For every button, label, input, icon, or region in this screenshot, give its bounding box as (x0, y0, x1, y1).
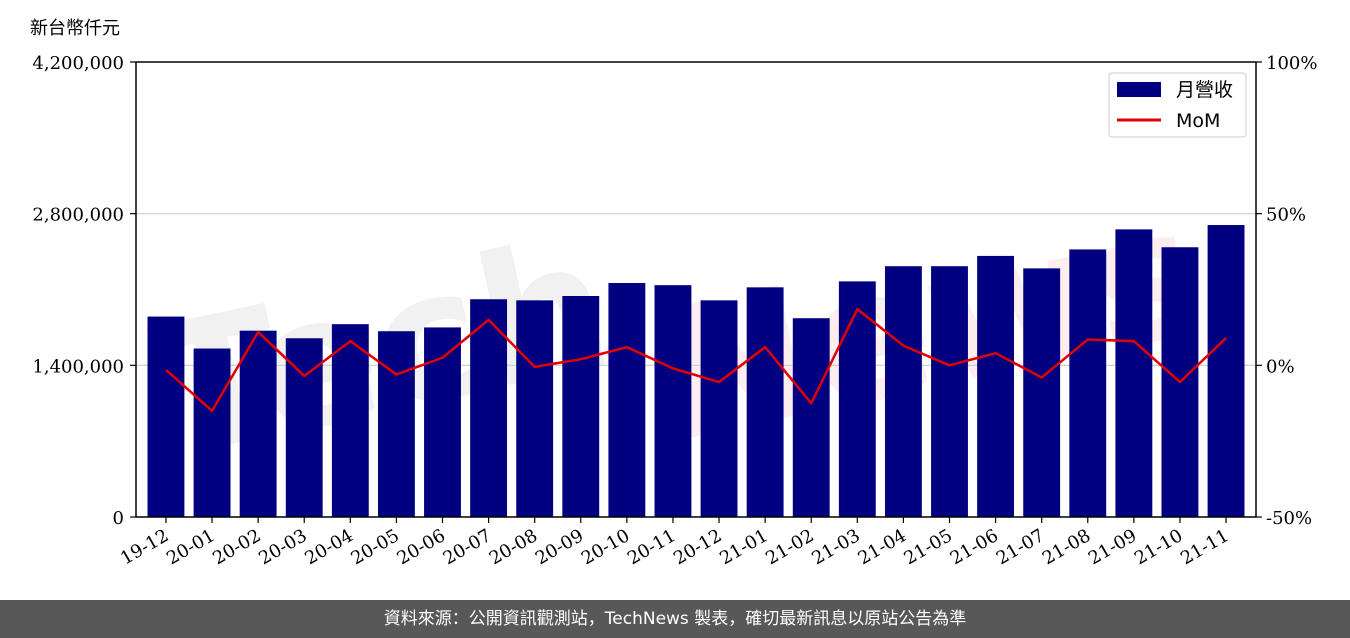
x-tick-label: 20-02 (209, 525, 264, 569)
bar-series (147, 225, 1245, 517)
x-tick-label: 20-01 (163, 525, 218, 569)
x-tick-label: 20-06 (394, 525, 449, 569)
revenue-bar (931, 266, 968, 517)
x-tick-label: 21-01 (716, 525, 771, 569)
x-tick-label: 21-11 (1177, 525, 1232, 569)
mom-line (165, 307, 1227, 413)
x-tick-label: 19-12 (117, 525, 172, 569)
x-tick-label: 20-09 (532, 525, 587, 569)
left-tick-label: 0 (113, 508, 124, 529)
legend-label-mom: MoM (1176, 110, 1220, 132)
x-tick-label: 20-03 (255, 525, 310, 569)
left-tick-label: 1,400,000 (32, 356, 124, 377)
x-tick-label: 20-11 (624, 525, 679, 569)
revenue-bar (562, 296, 600, 517)
right-axis: -50% 0% 50% 100% (1256, 53, 1317, 529)
x-tick-label: 20-07 (440, 525, 495, 569)
x-tick-label: 21-07 (993, 525, 1048, 569)
revenue-bar (1207, 225, 1245, 517)
revenue-bar (193, 348, 231, 517)
revenue-bar (746, 287, 784, 517)
revenue-bar (977, 255, 1015, 517)
left-tick-label: 2,800,000 (32, 205, 124, 226)
plot-frame (135, 61, 1257, 518)
left-tick-label: 4,200,000 (32, 53, 124, 74)
revenue-bar (700, 300, 738, 517)
x-tick-label: 21-02 (762, 525, 817, 569)
revenue-bar (884, 266, 922, 517)
x-tick-label: 21-09 (1085, 525, 1140, 569)
revenue-bar (470, 299, 508, 517)
revenue-bar (608, 283, 646, 517)
x-axis: 19-1220-0120-0220-0320-0420-0520-0620-07… (117, 517, 1233, 569)
revenue-bar (838, 281, 876, 517)
legend-bar-swatch (1117, 82, 1161, 97)
line-series (165, 307, 1227, 413)
x-tick-label: 21-08 (1039, 525, 1094, 569)
x-tick-label: 20-04 (301, 525, 356, 569)
left-axis: 0 1,400,000 2,800,000 4,200,000 (32, 53, 136, 529)
revenue-bar (331, 324, 369, 517)
x-tick-label: 21-03 (808, 525, 863, 569)
x-tick-label: 21-05 (901, 525, 956, 569)
x-tick-label: 20-12 (670, 525, 725, 569)
x-tick-label: 20-05 (347, 525, 402, 569)
x-tick-label: 21-10 (1131, 525, 1186, 569)
revenue-bar (377, 331, 415, 517)
right-tick-label: -50% (1266, 508, 1312, 529)
x-tick-label: 20-10 (578, 525, 633, 569)
legend: 月營收 MoM (1108, 72, 1247, 138)
x-tick-label: 20-08 (486, 525, 541, 569)
right-tick-label: 50% (1266, 205, 1306, 226)
legend-label-revenue: 月營收 (1176, 79, 1233, 101)
revenue-bar (1023, 268, 1061, 517)
revenue-bar (654, 285, 692, 517)
revenue-bar (239, 330, 277, 517)
right-tick-label: 0% (1266, 356, 1295, 377)
x-tick-label: 21-06 (947, 525, 1002, 569)
source-footer: 資料來源：公開資訊觀測站，TechNews 製表，確切最新訊息以原站公告為準 (0, 600, 1350, 638)
right-tick-label: 100% (1266, 53, 1317, 74)
revenue-bar (424, 327, 461, 517)
x-tick-label: 21-04 (854, 525, 909, 569)
revenue-bar (147, 316, 185, 517)
revenue-bar (792, 318, 830, 517)
revenue-bar (516, 300, 554, 517)
revenue-bar (1115, 229, 1153, 517)
revenue-bar (1069, 249, 1107, 517)
y-unit-label: 新台幣仟元 (30, 18, 120, 39)
